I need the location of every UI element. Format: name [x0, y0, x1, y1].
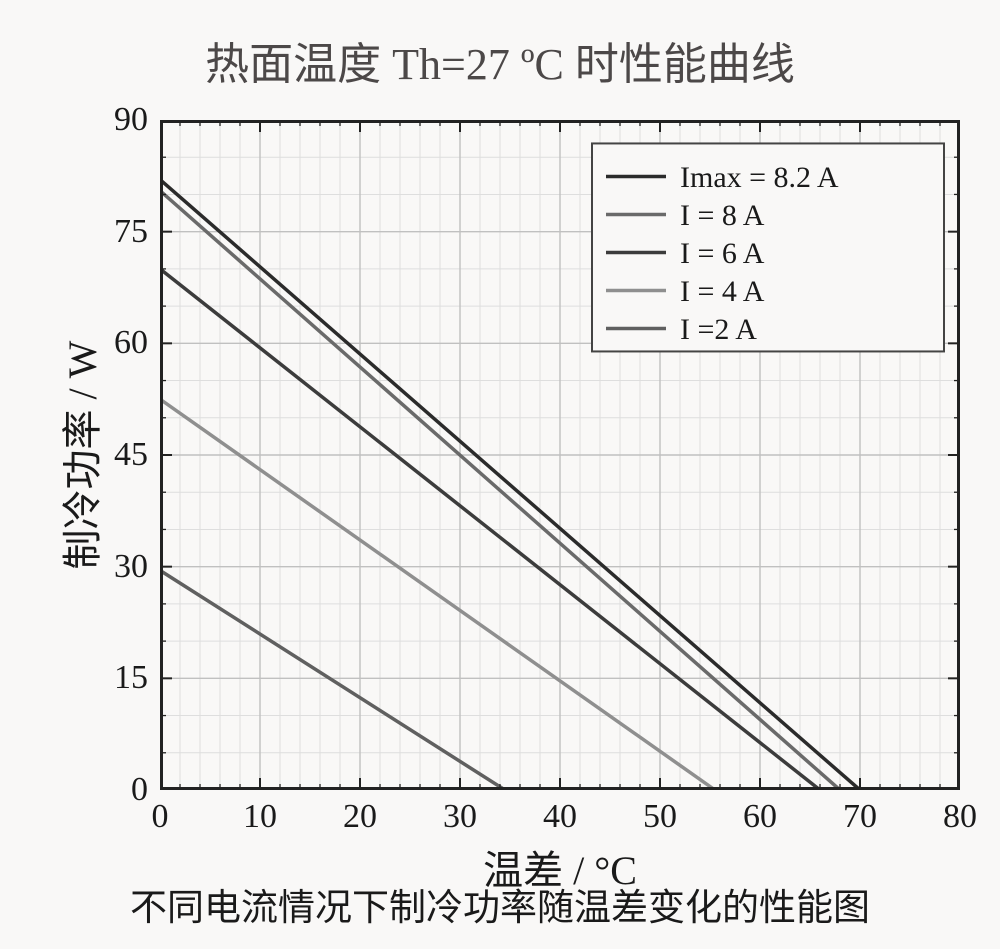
tick-label: 0	[152, 798, 169, 836]
tick-label: 0	[131, 771, 148, 809]
svg-text:I = 8 A: I = 8 A	[680, 199, 765, 232]
tick-label: 75	[114, 213, 148, 251]
tick-label: 40	[543, 798, 577, 836]
svg-text:Imax = 8.2 A: Imax = 8.2 A	[680, 161, 839, 194]
svg-text:I =2 A: I =2 A	[680, 313, 757, 346]
y-axis-label: 制冷功率 / W	[50, 120, 90, 790]
tick-label: 90	[114, 101, 148, 139]
chart-svg: Imax = 8.2 A I = 8 A I = 6 A I = 4 A I =2 A	[160, 120, 960, 790]
chart-title: 热面温度 Th=27 ºC 时性能曲线	[0, 28, 1000, 92]
tick-label: 15	[114, 659, 148, 697]
tick-label: 60	[743, 798, 777, 836]
tick-label: 80	[943, 798, 977, 836]
svg-text:I = 6 A: I = 6 A	[680, 237, 765, 270]
y-axis-label-text: 制冷功率 / W	[60, 341, 105, 570]
chart-title-text: 热面温度 Th=27 ºC 时性能曲线	[205, 40, 795, 89]
svg-text:I = 4 A: I = 4 A	[680, 275, 765, 308]
tick-label: 30	[443, 798, 477, 836]
tick-label: 30	[114, 548, 148, 586]
tick-label: 50	[643, 798, 677, 836]
tick-label: 20	[343, 798, 377, 836]
tick-label: 60	[114, 324, 148, 362]
chart-area: Imax = 8.2 A I = 8 A I = 6 A I = 4 A I =2 A	[160, 120, 960, 790]
tick-label: 45	[114, 436, 148, 474]
chart-caption-text: 不同电流情况下制冷功率随温差变化的性能图	[130, 888, 870, 929]
page-root: 热面温度 Th=27 ºC 时性能曲线 Imax = 8.2 AI = 8 AI…	[0, 0, 1000, 949]
chart-caption: 不同电流情况下制冷功率随温差变化的性能图	[0, 877, 1000, 931]
tick-label: 10	[243, 798, 277, 836]
tick-label: 70	[843, 798, 877, 836]
